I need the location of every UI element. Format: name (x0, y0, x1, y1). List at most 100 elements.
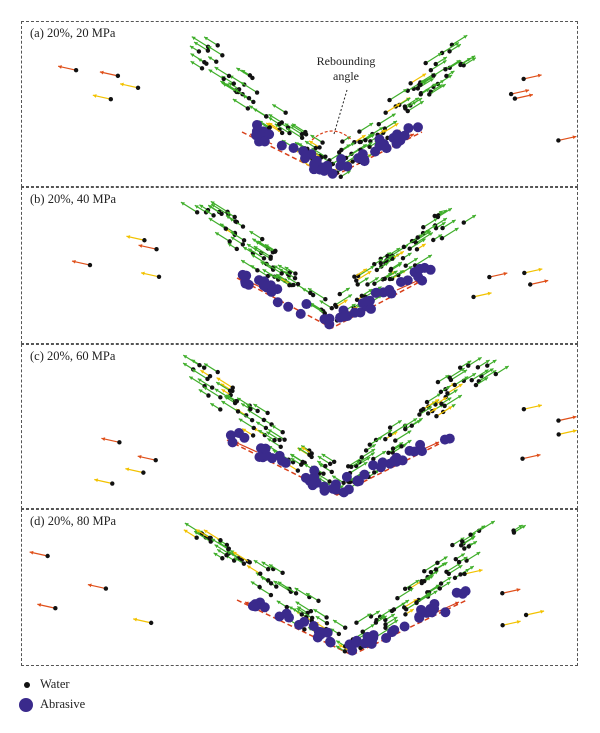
water-particle (148, 620, 154, 626)
vector-head (226, 551, 231, 555)
vector-head (469, 566, 474, 570)
water-particle (153, 457, 158, 463)
abrasive-particle (368, 460, 379, 471)
vector-head (442, 218, 447, 222)
water-particle (350, 159, 355, 164)
abrasive-particle (412, 122, 423, 133)
vector-head (101, 437, 106, 441)
water-particle (321, 471, 326, 476)
vector-head (183, 355, 188, 359)
vector-head (247, 565, 252, 569)
water-particle (224, 542, 230, 548)
water-particle (387, 97, 392, 103)
vector-head (258, 429, 263, 434)
water-particle (279, 130, 285, 136)
vector-head (489, 368, 494, 373)
vector-head (289, 606, 294, 610)
water-particle (383, 110, 388, 115)
water-particle (473, 382, 479, 388)
water-particle (265, 567, 271, 572)
water-particle (258, 571, 263, 576)
panel-label: (c) 20%, 60 MPa (30, 349, 116, 363)
water-particle (299, 462, 304, 467)
water-particle (110, 481, 115, 486)
water-particle (246, 96, 252, 101)
vector-head (458, 565, 463, 569)
vector-head (333, 620, 338, 624)
annotation-line2: angle (333, 69, 359, 83)
vector-head (184, 523, 189, 527)
abrasive-particle (259, 136, 270, 147)
vector-head (286, 277, 291, 281)
water-particle (268, 254, 273, 259)
water-particle (352, 274, 357, 279)
water-particle (299, 132, 305, 137)
vector-head (268, 429, 273, 433)
vector-head (238, 418, 243, 423)
vector-head (403, 424, 408, 428)
water-particle (340, 139, 345, 144)
vector-head (448, 74, 453, 79)
water-particle (223, 226, 229, 231)
vector-head (443, 397, 448, 401)
vector-head (297, 447, 302, 452)
water-particle (439, 235, 445, 241)
vector-head (378, 258, 383, 263)
water-particle (329, 469, 334, 475)
abrasive-particle (444, 433, 455, 444)
water-particle (287, 283, 292, 288)
water-particle (241, 561, 247, 566)
vector-head (241, 260, 246, 264)
vector-head (230, 550, 235, 554)
abrasive-particle (339, 311, 350, 322)
water-particle (453, 556, 458, 562)
vector-head (284, 266, 289, 271)
vector-head (492, 370, 497, 374)
abrasive-particle (330, 484, 341, 495)
water-particle (462, 546, 467, 551)
vector-head (253, 248, 258, 252)
water-particle (427, 92, 432, 97)
vector-head (410, 133, 414, 138)
water-particle (219, 211, 224, 217)
vector-head (429, 78, 434, 82)
water-particle (209, 385, 215, 390)
abrasive-particle (399, 621, 410, 632)
vector-head (478, 568, 483, 573)
water-particle (444, 73, 449, 79)
water-particle (395, 596, 400, 601)
vector-head (399, 270, 404, 274)
vector-head (440, 80, 445, 84)
vector-head (435, 399, 440, 403)
water-particle (500, 591, 505, 596)
vector-head (230, 236, 235, 241)
vector-head (208, 56, 213, 61)
vector-head (199, 204, 204, 209)
water-particle (487, 274, 492, 280)
velocity-vector (436, 601, 460, 613)
water-particle (254, 90, 260, 95)
vector-head (273, 275, 278, 279)
water-particle (247, 560, 252, 565)
vector-head (294, 587, 299, 592)
water-particle (452, 382, 457, 388)
vector-head (208, 205, 213, 210)
water-particle (208, 539, 213, 544)
vector-head (210, 201, 215, 205)
vector-head (336, 640, 341, 645)
vector-head (388, 255, 393, 260)
water-particle (234, 246, 240, 252)
vector-head (392, 120, 397, 125)
abrasive-particle (247, 600, 258, 611)
water-particle (331, 459, 337, 464)
vector-head (220, 383, 225, 388)
vector-head (425, 88, 430, 93)
water-particle (337, 291, 342, 297)
water-particle (249, 417, 255, 423)
vector-head (222, 83, 227, 87)
water-particle (431, 237, 436, 243)
vector-head (409, 588, 414, 592)
vector-head (396, 248, 401, 252)
vector-head (262, 269, 267, 273)
water-particle (342, 649, 348, 654)
